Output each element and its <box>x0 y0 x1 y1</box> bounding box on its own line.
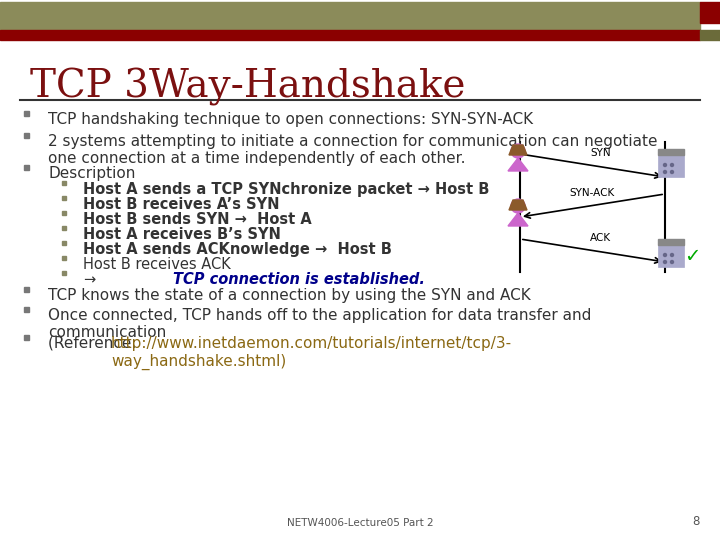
Text: →: → <box>83 272 95 287</box>
Circle shape <box>670 164 673 166</box>
Text: Host A receives B’s SYN: Host A receives B’s SYN <box>83 227 281 242</box>
Bar <box>24 111 29 116</box>
Text: Host B sends SYN →  Host A: Host B sends SYN → Host A <box>83 212 312 227</box>
Bar <box>24 307 29 312</box>
Polygon shape <box>508 158 528 171</box>
Circle shape <box>670 260 673 264</box>
Text: Once connected, TCP hands off to the application for data transfer and
communica: Once connected, TCP hands off to the app… <box>48 308 591 340</box>
Bar <box>0 2 700 30</box>
Bar <box>62 271 66 275</box>
Text: ✓: ✓ <box>684 247 701 267</box>
Bar <box>658 239 684 245</box>
Circle shape <box>664 253 667 256</box>
Bar <box>0 30 700 40</box>
Polygon shape <box>509 200 527 210</box>
Bar <box>658 149 684 155</box>
Text: ACK: ACK <box>590 233 611 243</box>
Polygon shape <box>509 145 527 155</box>
Bar <box>658 155 684 177</box>
Circle shape <box>511 199 525 213</box>
Bar <box>24 287 29 292</box>
Circle shape <box>670 171 673 173</box>
Circle shape <box>664 260 667 264</box>
Text: Host B receives ACK: Host B receives ACK <box>83 257 230 272</box>
Text: (Reference:: (Reference: <box>48 336 141 351</box>
Bar <box>62 211 66 215</box>
Circle shape <box>664 164 667 166</box>
Bar <box>24 165 29 170</box>
Bar <box>700 30 720 40</box>
Text: 8: 8 <box>693 515 700 528</box>
Text: Description: Description <box>48 166 135 181</box>
Text: http://www.inetdaemon.com/tutorials/internet/tcp/3-
way_handshake.shtml): http://www.inetdaemon.com/tutorials/inte… <box>111 336 512 369</box>
Text: NETW4006-Lecture05 Part 2: NETW4006-Lecture05 Part 2 <box>287 518 433 528</box>
Bar <box>62 256 66 260</box>
Bar <box>24 133 29 138</box>
Bar <box>658 245 684 267</box>
Text: Host B receives A’s SYN: Host B receives A’s SYN <box>83 197 279 212</box>
Circle shape <box>670 253 673 256</box>
Text: Host A sends a TCP SYNchronize packet → Host B: Host A sends a TCP SYNchronize packet → … <box>83 182 490 197</box>
Text: TCP knows the state of a connection by using the SYN and ACK: TCP knows the state of a connection by u… <box>48 288 531 303</box>
Text: Host A sends ACKnowledge →  Host B: Host A sends ACKnowledge → Host B <box>83 242 392 257</box>
Text: TCP 3Way-Handshake: TCP 3Way-Handshake <box>30 68 466 106</box>
Circle shape <box>664 171 667 173</box>
Circle shape <box>511 144 525 158</box>
Text: TCP connection is established.: TCP connection is established. <box>173 272 425 287</box>
Polygon shape <box>508 213 528 226</box>
Bar <box>24 335 29 340</box>
Text: 2 systems attempting to initiate a connection for communication can negotiate
on: 2 systems attempting to initiate a conne… <box>48 134 657 166</box>
Text: TCP handshaking technique to open connections: SYN-SYN-ACK: TCP handshaking technique to open connec… <box>48 112 533 127</box>
Text: SYN-ACK: SYN-ACK <box>570 188 615 198</box>
Bar <box>700 2 720 23</box>
Text: SYN: SYN <box>590 148 611 158</box>
Bar <box>62 181 66 185</box>
Bar <box>62 196 66 200</box>
Bar <box>62 226 66 230</box>
Bar <box>62 241 66 245</box>
